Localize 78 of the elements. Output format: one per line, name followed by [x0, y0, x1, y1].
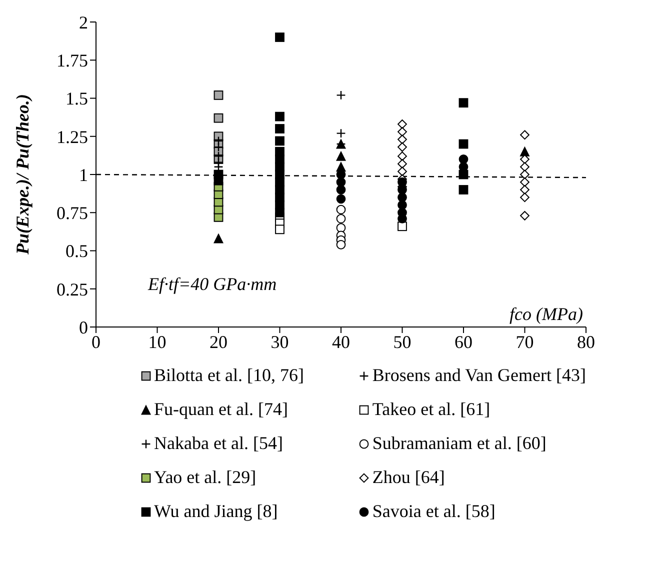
- point: [214, 136, 224, 146]
- point: [214, 176, 224, 186]
- point: [398, 192, 407, 202]
- point: [214, 234, 224, 244]
- point: [275, 112, 284, 122]
- point: [398, 166, 407, 176]
- point: [336, 214, 346, 224]
- y-tick-label: 2: [79, 12, 88, 32]
- point: [398, 185, 407, 194]
- point: [520, 154, 530, 164]
- y-tick-label: 0.5: [66, 241, 88, 262]
- y-tick-label: 0.25: [56, 279, 88, 300]
- point: [398, 152, 407, 161]
- point: [336, 90, 346, 100]
- point: [214, 151, 224, 161]
- legend-label: Zhou [64]: [372, 467, 445, 488]
- x-tick-label: 30: [270, 332, 289, 352]
- y-tick-label: 0: [79, 317, 88, 338]
- point: [214, 90, 224, 100]
- y-tick-label: 1.25: [56, 126, 88, 147]
- point: [275, 124, 284, 134]
- point: [520, 130, 530, 140]
- annotation: Ef·tf=40 GPa·mm: [148, 274, 277, 295]
- point: [398, 142, 407, 152]
- legend-label: Savoia et al. [58]: [372, 501, 496, 522]
- point: [336, 128, 346, 138]
- point: [520, 185, 530, 194]
- point: [458, 98, 468, 108]
- point: [275, 224, 284, 234]
- point: [458, 154, 468, 164]
- point: [458, 185, 468, 194]
- point: [398, 119, 407, 129]
- x-axis-title: fco (MPa): [508, 304, 583, 325]
- point: [520, 192, 530, 202]
- point: [336, 204, 346, 214]
- point: [398, 159, 407, 169]
- legend-label: Subramaniam et al. [60]: [372, 433, 546, 454]
- y-tick-label: 1.5: [66, 88, 88, 109]
- point: [336, 185, 346, 194]
- legend-label: Nakaba et al. [54]: [154, 433, 283, 454]
- legend-label: Takeo et al. [61]: [372, 399, 490, 420]
- point: [336, 240, 346, 250]
- y-tick-label: 0.75: [56, 203, 88, 224]
- x-tick-label: 40: [332, 332, 350, 352]
- point: [398, 222, 407, 232]
- legend-label: Yao et al. [29]: [154, 467, 256, 488]
- y-tick-label: 1: [79, 164, 88, 185]
- x-tick-label: 70: [516, 332, 534, 352]
- point: [214, 113, 224, 123]
- point: [398, 127, 407, 136]
- y-axis-title: Pu(Expe.)/ Pu(Theo.): [12, 94, 32, 256]
- point: [336, 177, 346, 187]
- point: [520, 162, 530, 172]
- point: [336, 194, 346, 204]
- legend-label: Brosens and Van Gemert [43]: [372, 365, 586, 386]
- point: [214, 142, 224, 152]
- point: [275, 32, 284, 42]
- point: [458, 139, 468, 149]
- point: [520, 146, 530, 156]
- point: [520, 210, 530, 220]
- x-tick-label: 20: [210, 332, 228, 352]
- y-tick-label: 1.75: [56, 50, 88, 71]
- x-tick-label: 0: [92, 332, 100, 352]
- point: [336, 152, 346, 161]
- point: [398, 177, 407, 187]
- point: [520, 170, 530, 180]
- x-tick-label: 10: [148, 332, 166, 352]
- point: [275, 136, 284, 146]
- legend-label: Bilotta et al. [10, 76]: [154, 365, 304, 386]
- legend-label: Wu and Jiang [8]: [154, 501, 278, 522]
- point: [336, 223, 346, 233]
- point: [275, 208, 284, 218]
- x-tick-label: 50: [393, 332, 412, 352]
- x-tick-label: 80: [577, 332, 595, 352]
- point: [520, 177, 530, 187]
- legend-label: Fu-quan et al. [74]: [154, 399, 288, 420]
- point: [398, 134, 407, 144]
- x-tick-label: 60: [454, 332, 472, 352]
